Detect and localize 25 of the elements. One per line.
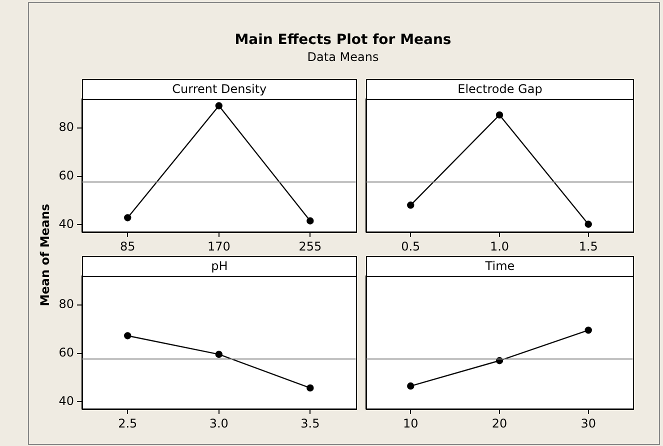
y-axis-title: Mean of Means [38,204,52,306]
x-tick-label: 3.5 [300,416,320,430]
x-tick-label: 170 [207,239,230,254]
x-tick-label: 0.5 [401,239,420,254]
chart-title: Electrode Gap [366,79,634,100]
x-tick-label: 85 [120,239,136,254]
x-tick-label: 1.0 [490,239,510,254]
y-tick-label: 40 [58,394,74,408]
text: Data Means [306,50,380,64]
x-tick-label: 10 [402,416,418,430]
y-tick-label: 60 [58,168,74,183]
x-tick-label: 1.5 [578,239,598,254]
x-tick-label: 3.0 [209,416,228,430]
x-tick-label: 30 [580,416,596,430]
x-tick-label: 20 [492,416,508,430]
chart-title: pH [82,256,357,277]
chart-title: Current Density [82,79,357,100]
y-tick-label: 40 [58,216,74,231]
y-tick-label: 60 [58,346,74,360]
y-tick-label: 80 [58,120,74,134]
y-tick-label: 80 [58,297,74,312]
x-tick-label: 255 [298,239,322,254]
chart-title: Time [366,256,634,277]
text: Main Effects Plot for Means [234,32,452,48]
x-tick-label: 2.5 [118,416,138,430]
